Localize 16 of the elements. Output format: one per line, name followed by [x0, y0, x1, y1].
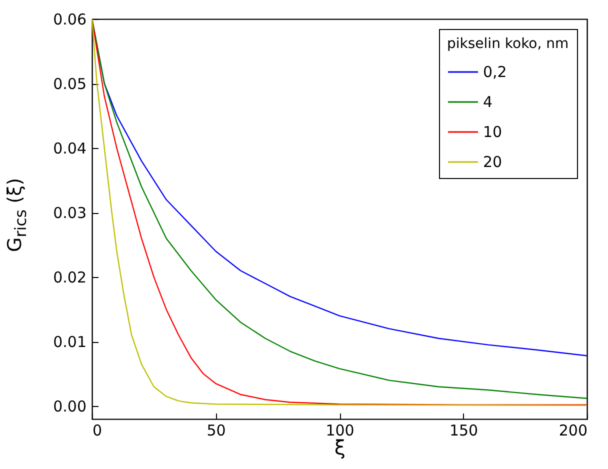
y-tick-label: 0.06 — [53, 10, 86, 28]
x-tick-label: 150 — [449, 422, 478, 440]
y-tick-label: 0.00 — [53, 398, 86, 416]
legend-label: 4 — [483, 93, 493, 111]
x-tick-label: 50 — [206, 422, 226, 440]
y-tick-label: 0.04 — [53, 140, 86, 158]
y-tick-label: 0.03 — [53, 204, 86, 222]
x-tick-label: 0 — [92, 422, 102, 440]
legend-label: 0,2 — [483, 63, 507, 81]
y-tick-label: 0.02 — [53, 268, 86, 287]
x-tick-label: 200 — [558, 422, 588, 440]
legend-title: pikselin koko, nm — [447, 36, 569, 52]
y-tick-label: 0.01 — [53, 333, 86, 352]
legend-label: 20 — [483, 153, 502, 171]
y-tick-label: 0.05 — [53, 75, 86, 94]
legend-label: 10 — [483, 123, 502, 141]
